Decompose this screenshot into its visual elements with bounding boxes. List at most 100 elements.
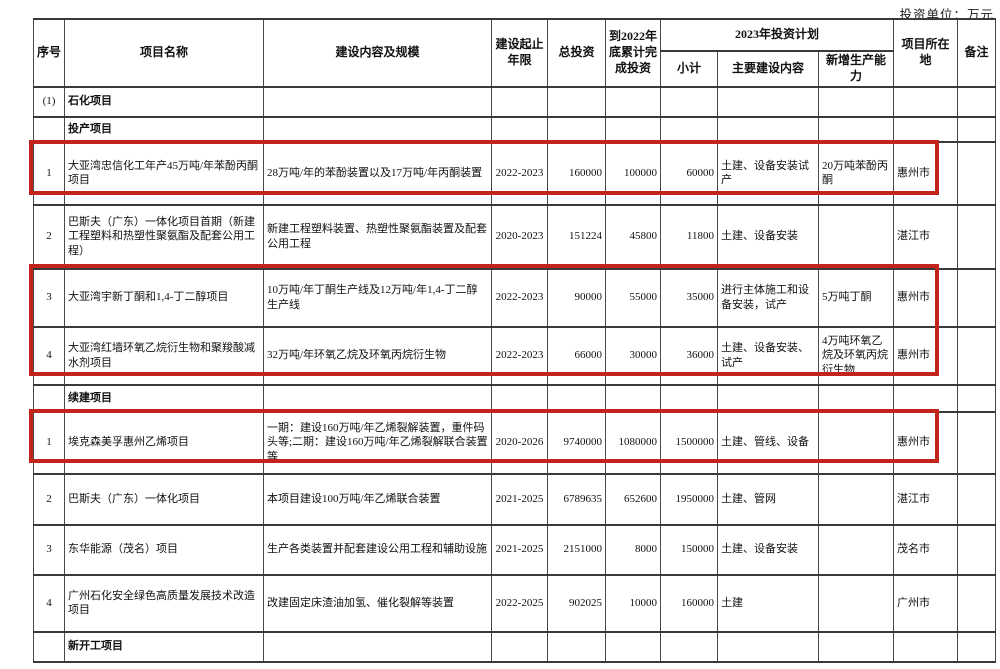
col-header-remark: 备注	[957, 18, 996, 88]
project-row: 4 广州石化安全绿色高质量发展技术改造项目 改建固定床渣油加氢、催化裂解等装置 202…	[33, 573, 996, 633]
cell-main: 进行主体施工和设备安装，试产	[717, 267, 819, 328]
cell-years	[491, 85, 548, 118]
table-body: (1) 石化项目 投产项目 1 大亚湾忠信化工年产45万吨/年苯酚丙酮项目 28万吨/年的…	[33, 85, 996, 663]
cell-subtotal	[660, 85, 718, 118]
cell-remark	[957, 472, 996, 526]
cell-content: 新建工程塑料装置、热塑性聚氨酯装置及配套公用工程	[263, 203, 492, 270]
cell-content: 28万吨/年的苯酚装置以及17万吨/年丙酮装置	[263, 140, 492, 206]
cell-done2022: 30000	[605, 325, 661, 386]
cell-remark	[957, 140, 996, 206]
cell-no: (1)	[33, 85, 65, 118]
cell-name: 石化项目	[64, 85, 264, 118]
project-row: 3 东华能源（茂名）项目 生产各类装置并配套建设公用工程和辅助设施 2021-2025…	[33, 523, 996, 576]
cell-done2022: 1080000	[605, 410, 661, 475]
section-row: 续建项目	[33, 383, 996, 413]
cell-years: 2022-2023	[491, 267, 548, 328]
cell-done2022	[605, 115, 661, 143]
cell-total: 66000	[547, 325, 606, 386]
cell-no	[33, 115, 65, 143]
cell-years: 2020-2023	[491, 203, 548, 270]
cell-subtotal: 60000	[660, 140, 718, 206]
cell-total: 90000	[547, 267, 606, 328]
cell-capacity	[818, 203, 894, 270]
cell-total: 9740000	[547, 410, 606, 475]
col-header-main: 主要建设内容	[717, 50, 819, 88]
cell-main	[717, 630, 819, 663]
cell-no: 4	[33, 573, 65, 633]
cell-location: 惠州市	[893, 267, 958, 328]
col-header-subtotal: 小计	[660, 50, 718, 88]
cell-content: 32万吨/年环氧乙烷及环氧丙烷衍生物	[263, 325, 492, 386]
cell-remark	[957, 115, 996, 143]
cell-subtotal: 1950000	[660, 472, 718, 526]
project-row: 2 巴斯夫（广东）一体化项目首期（新建工程塑料和热塑性聚氨酯及配套公用工程） 新建工…	[33, 203, 996, 270]
cell-years: 2020-2026	[491, 410, 548, 475]
cell-location: 湛江市	[893, 472, 958, 526]
cell-content: 生产各类装置并配套建设公用工程和辅助设施	[263, 523, 492, 576]
cell-remark	[957, 267, 996, 328]
cell-name: 巴斯夫（广东）一体化项目	[64, 472, 264, 526]
cell-content: 一期：建设160万吨/年乙烯裂解装置，重件码头等;二期：建设160万吨/年乙烯裂…	[263, 410, 492, 475]
section-row: (1) 石化项目	[33, 85, 996, 118]
cell-capacity	[818, 573, 894, 633]
cell-years: 2021-2025	[491, 472, 548, 526]
cell-main: 土建、设备安装	[717, 523, 819, 576]
project-row: 4 大亚湾红墙环氧乙烷衍生物和聚羧酸减水剂项目 32万吨/年环氧乙烷及环氧丙烷衍生物…	[33, 325, 996, 386]
cell-capacity	[818, 472, 894, 526]
cell-years: 2022-2025	[491, 573, 548, 633]
cell-years: 2021-2025	[491, 523, 548, 576]
cell-content	[263, 383, 492, 413]
cell-years	[491, 383, 548, 413]
cell-main: 土建、管线、设备	[717, 410, 819, 475]
cell-name: 埃克森美孚惠州乙烯项目	[64, 410, 264, 475]
cell-capacity	[818, 85, 894, 118]
cell-remark	[957, 383, 996, 413]
cell-name: 投产项目	[64, 115, 264, 143]
cell-remark	[957, 410, 996, 475]
project-row: 2 巴斯夫（广东）一体化项目 本项目建设100万吨/年乙烯联合装置 2021-2025…	[33, 472, 996, 526]
project-row: 1 大亚湾忠信化工年产45万吨/年苯酚丙酮项目 28万吨/年的苯酚装置以及17万吨/…	[33, 140, 996, 206]
cell-subtotal: 1500000	[660, 410, 718, 475]
cell-total	[547, 115, 606, 143]
cell-total	[547, 85, 606, 118]
cell-name: 大亚湾宇新丁酮和1,4-丁二醇项目	[64, 267, 264, 328]
cell-name: 续建项目	[64, 383, 264, 413]
project-row: 3 大亚湾宇新丁酮和1,4-丁二醇项目 10万吨/年丁酮生产线及12万吨/年1,4-…	[33, 267, 996, 328]
cell-no: 4	[33, 325, 65, 386]
cell-subtotal: 150000	[660, 523, 718, 576]
cell-capacity	[818, 523, 894, 576]
cell-main	[717, 115, 819, 143]
cell-no: 3	[33, 267, 65, 328]
cell-no: 2	[33, 203, 65, 270]
cell-capacity: 4万吨环氧乙烷及环氧丙烷衍生物	[818, 325, 894, 386]
cell-years: 2022-2023	[491, 325, 548, 386]
cell-years: 2022-2023	[491, 140, 548, 206]
cell-no	[33, 383, 65, 413]
cell-capacity	[818, 383, 894, 413]
cell-total: 902025	[547, 573, 606, 633]
cell-location: 湛江市	[893, 203, 958, 270]
cell-done2022: 55000	[605, 267, 661, 328]
cell-remark	[957, 630, 996, 663]
cell-subtotal: 11800	[660, 203, 718, 270]
cell-years	[491, 630, 548, 663]
section-row: 投产项目	[33, 115, 996, 143]
col-header-content: 建设内容及规模	[263, 18, 492, 88]
cell-location	[893, 85, 958, 118]
cell-capacity	[818, 410, 894, 475]
cell-done2022: 10000	[605, 573, 661, 633]
cell-done2022	[605, 630, 661, 663]
cell-total: 2151000	[547, 523, 606, 576]
cell-total: 151224	[547, 203, 606, 270]
col-header-done2022: 到2022年底累计完成投资	[605, 18, 661, 88]
cell-total: 6789635	[547, 472, 606, 526]
cell-remark	[957, 325, 996, 386]
cell-name: 大亚湾红墙环氧乙烷衍生物和聚羧酸减水剂项目	[64, 325, 264, 386]
cell-remark	[957, 203, 996, 270]
col-header-years: 建设起止年限	[491, 18, 548, 88]
cell-done2022: 100000	[605, 140, 661, 206]
col-header-plan2023: 2023年投资计划	[660, 18, 894, 52]
cell-name: 巴斯夫（广东）一体化项目首期（新建工程塑料和热塑性聚氨酯及配套公用工程）	[64, 203, 264, 270]
cell-remark	[957, 523, 996, 576]
cell-remark	[957, 573, 996, 633]
